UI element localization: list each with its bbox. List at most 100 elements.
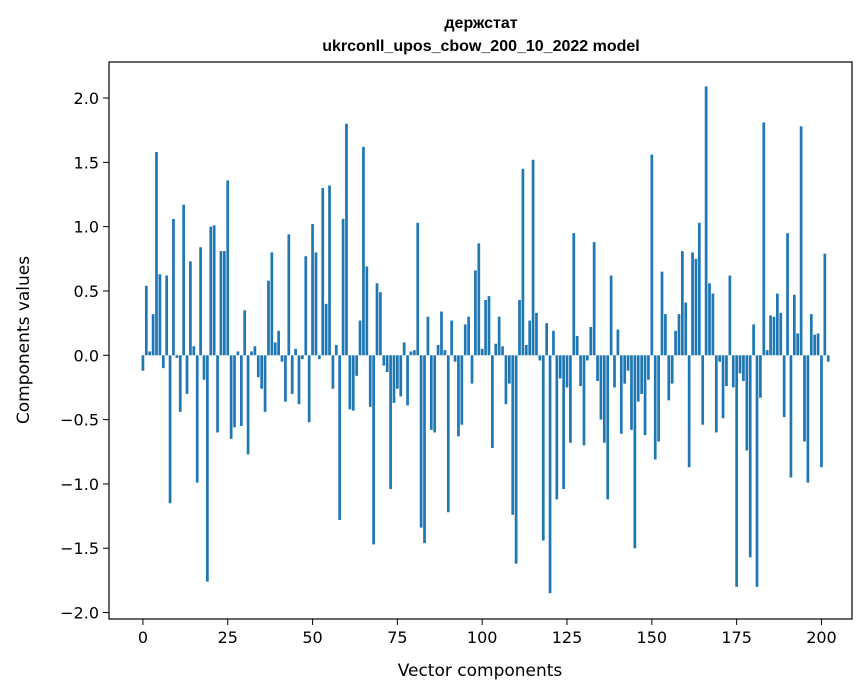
bar: [463, 324, 467, 356]
bar: [195, 355, 199, 483]
bar: [362, 146, 365, 356]
y-tick-label: 2.0: [74, 89, 99, 108]
bar: [555, 355, 559, 500]
bar: [406, 355, 409, 406]
bar: [569, 355, 572, 443]
x-tick-label: 175: [721, 628, 752, 647]
bar: [280, 355, 284, 362]
x-tick-label: 50: [302, 628, 322, 647]
bar: [155, 152, 158, 356]
bar: [365, 266, 369, 356]
bar: [762, 122, 766, 356]
bar: [206, 355, 209, 582]
bar: [657, 355, 660, 442]
bar: [161, 355, 165, 369]
bar: [776, 293, 779, 356]
plot-area-frame: [108, 61, 853, 620]
bar: [375, 283, 379, 356]
bar: [565, 355, 569, 388]
bar: [796, 333, 800, 356]
bar: [497, 316, 501, 356]
bar: [480, 348, 484, 356]
bar: [589, 326, 593, 356]
bar: [372, 355, 375, 545]
y-axis-ticks: −2.0 −1.5 −1.0 −0.5 0.0 0.5 1.0 1.5 2.0: [60, 89, 109, 623]
bar: [158, 274, 162, 356]
bar: [416, 222, 420, 356]
bar: [328, 185, 331, 356]
bar: [809, 314, 813, 356]
bar: [826, 355, 830, 362]
bar: [697, 222, 701, 356]
x-tick-label: 100: [467, 628, 498, 647]
bar: [742, 355, 745, 382]
bar: [633, 355, 637, 549]
x-tick-label: 75: [387, 628, 407, 647]
bar: [185, 355, 189, 394]
bar: [514, 355, 518, 564]
bar: [708, 283, 711, 356]
bar: [304, 256, 308, 356]
bar: [348, 355, 352, 410]
bar: [823, 253, 827, 356]
bar: [440, 311, 443, 356]
bar: [385, 355, 389, 373]
bar: [321, 188, 325, 356]
bar: [670, 355, 674, 384]
bar: [606, 355, 610, 500]
bar: [324, 303, 328, 356]
bar: [714, 355, 718, 433]
bar: [782, 355, 786, 418]
bar: [572, 233, 576, 356]
bar: [718, 355, 722, 362]
bar: [674, 330, 677, 356]
bar: [803, 355, 806, 442]
bar: [311, 224, 314, 356]
bar: [453, 355, 457, 362]
bar: [202, 355, 206, 380]
bar: [596, 355, 599, 382]
bar: [538, 355, 542, 361]
bar: [558, 355, 562, 379]
bar: [141, 355, 145, 371]
bar: [199, 247, 202, 356]
bar: [609, 275, 613, 356]
y-tick-label: −0.5: [60, 411, 99, 430]
bar: [470, 355, 474, 384]
bar: [524, 345, 528, 356]
x-tick-label: 150: [637, 628, 668, 647]
bar: [222, 251, 226, 356]
bar: [192, 346, 196, 356]
bar: [491, 355, 494, 448]
bar: [446, 355, 450, 513]
bar: [816, 333, 820, 356]
bar: [752, 324, 755, 356]
y-axis-label: Components values: [14, 256, 34, 424]
bar: [507, 355, 511, 384]
x-axis-ticks: 0 25 50 75 100 125 150 175 200: [138, 619, 837, 647]
bar: [236, 351, 240, 356]
bar: [290, 355, 294, 394]
bar: [294, 348, 297, 356]
bar: [273, 342, 277, 356]
bar: [396, 355, 399, 389]
bar: [541, 355, 545, 541]
x-tick-label: 0: [138, 628, 148, 647]
bar: [144, 285, 148, 356]
x-axis-label: Vector components: [398, 661, 563, 681]
bar: [341, 218, 345, 356]
bar: [586, 355, 589, 361]
bar: [813, 334, 817, 356]
bar: [602, 355, 606, 443]
bar: [487, 296, 491, 356]
y-tick-label: 1.0: [74, 218, 99, 237]
bar: [239, 355, 243, 427]
bar: [351, 355, 355, 411]
bars-group: [141, 86, 830, 594]
bar: [392, 355, 396, 403]
bar: [209, 226, 213, 356]
bar: [338, 355, 342, 520]
bar: [389, 355, 392, 490]
x-tick-label: 125: [552, 628, 583, 647]
